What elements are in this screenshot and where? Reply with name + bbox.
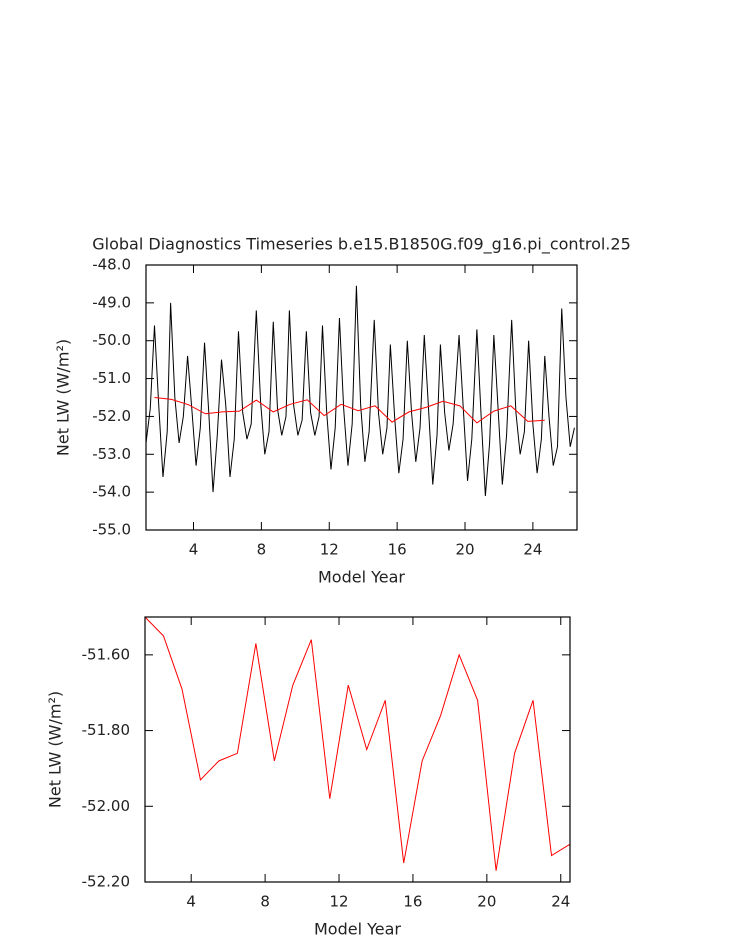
- x-tick-label: 8: [260, 893, 270, 911]
- y-tick-label: -52.0: [92, 407, 131, 425]
- y-tick-label: -53.0: [92, 445, 131, 463]
- y-tick-label: -51.0: [92, 369, 131, 387]
- y-tick-label: -51.80: [82, 721, 130, 739]
- x-tick-label: 20: [477, 893, 496, 911]
- x-axis-label: Model Year: [314, 920, 401, 939]
- y-axis-label: Net LW (W/m²): [46, 691, 65, 808]
- x-tick-label: 12: [320, 541, 339, 559]
- x-tick-label: 4: [189, 541, 199, 559]
- data-line: [144, 616, 571, 871]
- y-tick-label: -52.00: [82, 797, 130, 815]
- y-tick-label: -54.0: [92, 483, 131, 501]
- x-tick-label: 24: [551, 893, 570, 911]
- x-tick-label: 20: [455, 541, 474, 559]
- x-tick-label: 16: [403, 893, 422, 911]
- data-line: [154, 397, 545, 424]
- y-tick-label: -51.60: [82, 645, 130, 663]
- y-tick-label: -50.0: [92, 331, 131, 349]
- plot-frame: [145, 264, 578, 531]
- plot-frame: [144, 616, 571, 883]
- x-tick-label: 16: [388, 541, 407, 559]
- data-line: [145, 285, 575, 496]
- y-axis-label: Net LW (W/m²): [54, 339, 73, 456]
- x-tick-label: 12: [329, 893, 348, 911]
- y-tick-label: -52.20: [82, 873, 130, 891]
- x-axis-label: Model Year: [318, 568, 405, 587]
- x-tick-label: 24: [523, 541, 542, 559]
- y-tick-label: -48.0: [92, 256, 131, 274]
- y-tick-label: -49.0: [92, 293, 131, 311]
- x-tick-label: 4: [186, 893, 196, 911]
- chart-title: Global Diagnostics Timeseries b.e15.B185…: [92, 235, 631, 255]
- x-tick-label: 8: [257, 541, 267, 559]
- y-tick-label: -55.0: [92, 521, 131, 539]
